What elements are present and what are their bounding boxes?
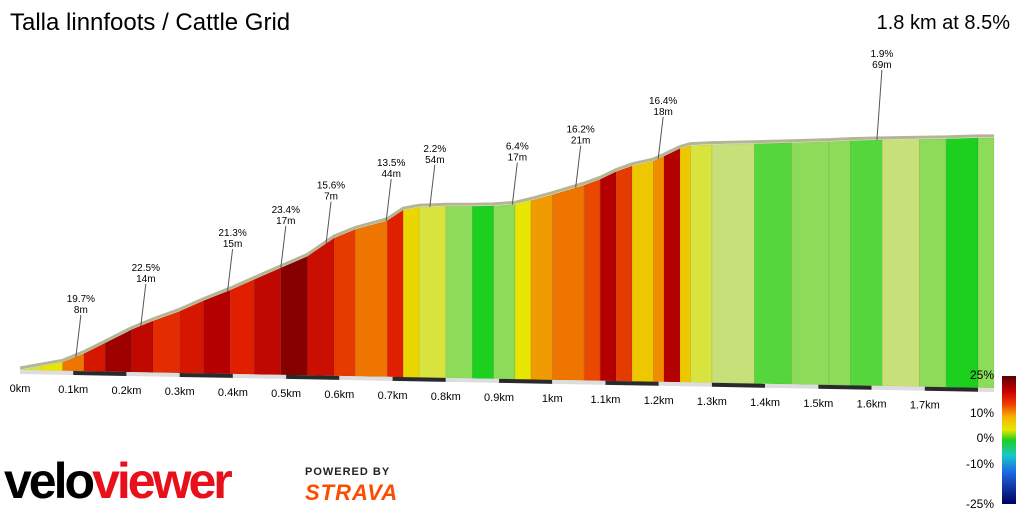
distance-baseline-segment bbox=[871, 385, 925, 391]
distance-baseline-segment bbox=[605, 380, 659, 386]
gradient-color-bar bbox=[1002, 376, 1016, 504]
distance-baseline-segment bbox=[978, 387, 994, 392]
annotation-leader-line bbox=[511, 162, 518, 205]
annotation-length: 44m bbox=[381, 169, 400, 180]
strava-logo: STRAVA bbox=[305, 480, 399, 505]
x-tick-label: 0.5km bbox=[271, 388, 301, 400]
annotation-length: 18m bbox=[653, 107, 672, 118]
annotation-leader-line bbox=[227, 249, 234, 292]
x-tick-label: 1.7km bbox=[910, 400, 940, 412]
annotation-leader-line bbox=[429, 164, 436, 207]
annotation-grade: 16.4% bbox=[649, 96, 677, 107]
annotation-grade: 13.5% bbox=[377, 158, 405, 169]
annotation-length: 15m bbox=[223, 239, 242, 250]
distance-baseline-segment bbox=[339, 375, 393, 381]
distance-baseline-segment bbox=[765, 383, 819, 389]
x-tick-label: 0.6km bbox=[324, 389, 354, 401]
annotation-leader-line bbox=[385, 178, 392, 222]
x-tick-label: 1.4km bbox=[750, 397, 780, 409]
scale-label-minus10: -10% bbox=[965, 457, 994, 471]
profile-outline bbox=[19, 134, 994, 370]
annotation-leader-line bbox=[325, 201, 332, 244]
distance-baseline-segment bbox=[711, 382, 766, 388]
annotation-length: 17m bbox=[508, 153, 527, 164]
x-tick-label: 0.1km bbox=[58, 384, 88, 396]
annotation-grade: 2.2% bbox=[423, 144, 446, 155]
x-tick-label: 1.5km bbox=[803, 398, 833, 410]
annotation-length: 14m bbox=[136, 274, 155, 285]
annotation-grade: 19.7% bbox=[67, 294, 95, 305]
annotation-length: 69m bbox=[872, 60, 891, 71]
annotation-leader-line bbox=[575, 145, 582, 188]
annotation-grade: 23.4% bbox=[272, 205, 300, 216]
scale-label-25: 25% bbox=[969, 368, 994, 382]
x-tick-label: 0.9km bbox=[484, 392, 514, 404]
annotation-leader-line bbox=[280, 225, 287, 268]
distance-baseline-segment bbox=[179, 372, 233, 378]
veloviewer-logo: veloviewer bbox=[4, 453, 235, 509]
distance-baseline-segment bbox=[552, 379, 606, 385]
distance-baseline-segment bbox=[20, 370, 74, 375]
annotation-leader-line bbox=[140, 283, 147, 326]
x-tick-label: 0.4km bbox=[218, 387, 248, 399]
distance-baseline-segment bbox=[924, 386, 979, 392]
x-tick-label: 1km bbox=[542, 393, 563, 405]
annotation-length: 7m bbox=[324, 192, 338, 203]
annotation-grade: 1.9% bbox=[871, 49, 894, 60]
distance-baseline-segment bbox=[126, 371, 180, 377]
annotation-length: 8m bbox=[74, 305, 88, 316]
distance-baseline-segment bbox=[818, 384, 872, 390]
annotation-leader-line bbox=[657, 116, 664, 159]
annotation-length: 21m bbox=[571, 136, 590, 147]
scale-label-10: 10% bbox=[969, 406, 994, 420]
elevation-profile-chart: 0km 0.1km 0.2km 0.3km 0.4km 0.5km 0.6km 0.7km 0.… bbox=[10, 49, 995, 412]
x-tick-label: 1.1km bbox=[590, 394, 620, 406]
annotation-grade: 22.5% bbox=[132, 263, 160, 274]
segment-summary: 1.8 km at 8.5% bbox=[876, 12, 1010, 34]
distance-baseline-segment bbox=[73, 370, 127, 376]
annotation-grade: 15.6% bbox=[317, 181, 345, 192]
annotation-length: 17m bbox=[276, 216, 295, 227]
x-tick-label: 1.6km bbox=[857, 399, 887, 411]
distance-baseline-segment bbox=[286, 374, 340, 380]
scale-label-minus25: -25% bbox=[965, 497, 994, 511]
page-title: Talla linnfoots / Cattle Grid bbox=[10, 9, 291, 36]
annotation-grade: 16.2% bbox=[566, 125, 594, 136]
x-tick-label: 0.7km bbox=[378, 390, 408, 402]
annotation-length: 54m bbox=[425, 155, 444, 166]
veloviewer-logo-text: veloviewer bbox=[4, 453, 232, 509]
x-tick-label: 0km bbox=[10, 383, 31, 395]
annotation-grade: 21.3% bbox=[218, 228, 246, 239]
x-tick-label: 0.2km bbox=[111, 385, 141, 397]
annotation-grade: 6.4% bbox=[506, 142, 529, 153]
annotation-leader-line bbox=[876, 69, 883, 141]
annotation-leader-line bbox=[75, 314, 82, 357]
powered-by-label: POWERED BY bbox=[305, 466, 391, 478]
distance-baseline-segment bbox=[658, 381, 712, 387]
scale-label-0: 0% bbox=[976, 431, 994, 445]
distance-baseline-segment bbox=[392, 376, 446, 382]
distance-baseline-segment bbox=[499, 378, 553, 384]
distance-baseline-segment bbox=[445, 377, 500, 383]
x-tick-label: 1.2km bbox=[644, 395, 674, 407]
x-tick-label: 0.8km bbox=[431, 391, 461, 403]
x-tick-label: 1.3km bbox=[697, 396, 727, 408]
distance-baseline-segment bbox=[232, 373, 287, 379]
x-tick-label: 0.3km bbox=[165, 386, 195, 398]
